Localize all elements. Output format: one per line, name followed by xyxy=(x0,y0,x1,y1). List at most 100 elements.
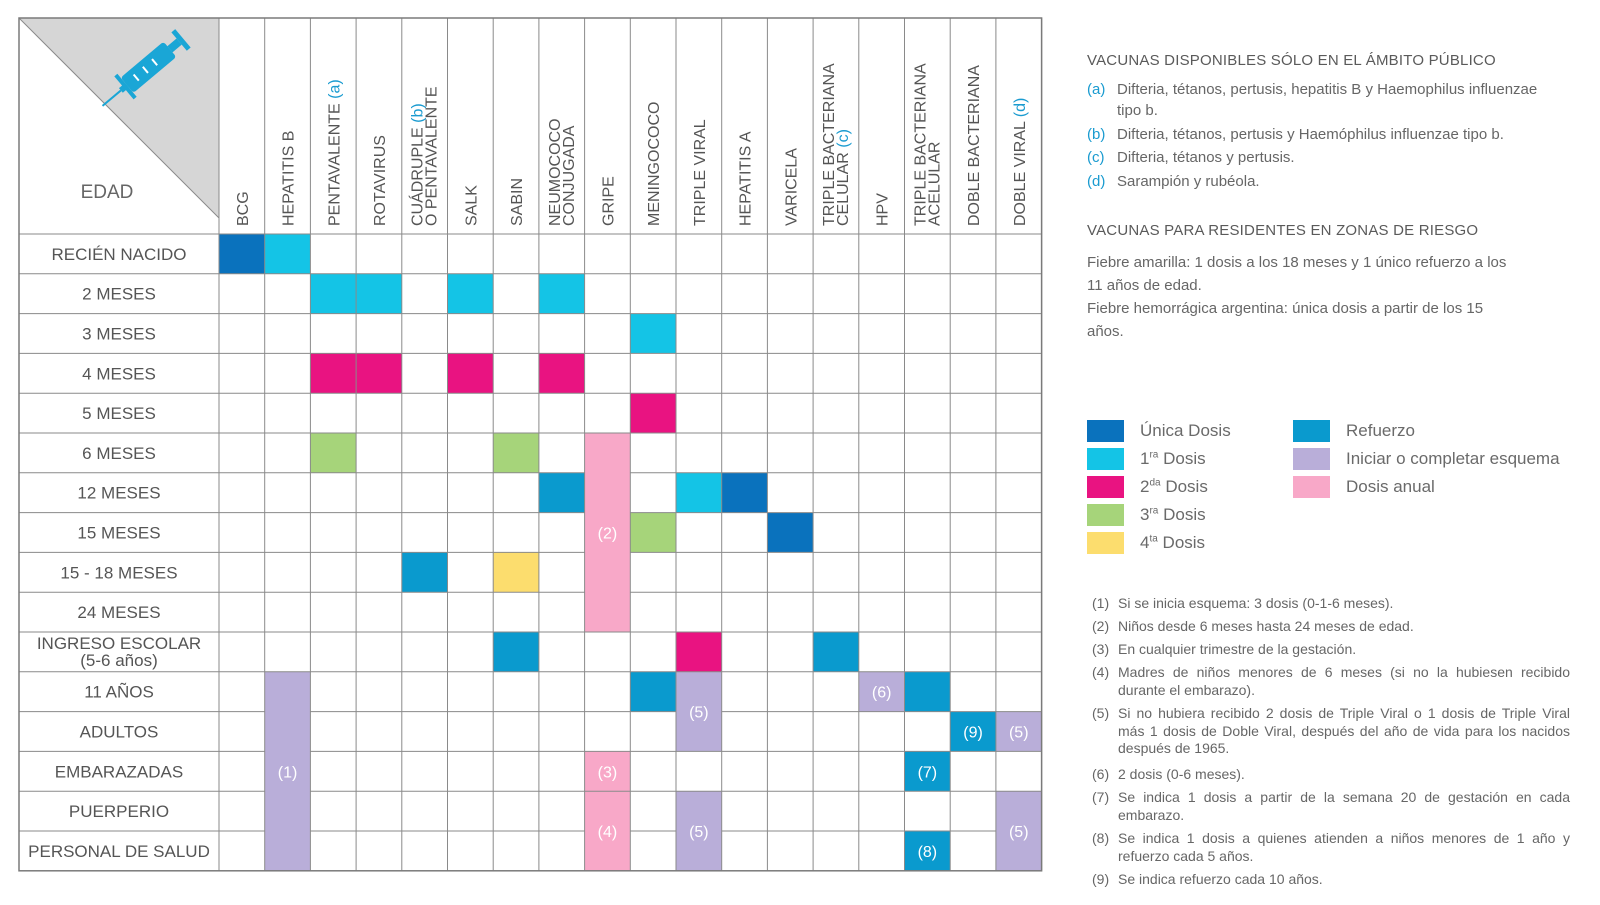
public-note-a: (a) Difteria, tétanos, pertusis, hepatiti… xyxy=(1087,79,1547,121)
public-vaccines-title: VACUNAS DISPONIBLES SÓLO EN EL ÁMBITO PÚ… xyxy=(1087,52,1496,69)
dose-cell xyxy=(904,671,951,712)
note-text: Difteria, tétanos, pertusis, hepatitis B… xyxy=(1117,81,1538,119)
dose-cell xyxy=(447,273,494,314)
footnote-number: (4) xyxy=(1092,664,1110,680)
column-header: HPV xyxy=(875,193,892,226)
column-header: HEPATITIS B xyxy=(281,131,298,226)
row-label: 12 MESES xyxy=(77,484,160,503)
cell-note: (5) xyxy=(1009,824,1029,841)
column-header: TRIPLE BACTERIANACELULAR (c) xyxy=(821,63,852,226)
header-tag: (a) xyxy=(326,79,343,99)
legend-swatch xyxy=(1293,448,1330,470)
legend-swatch xyxy=(1087,476,1124,498)
footnote-text: Si no hubiera recibido 2 dosis de Triple… xyxy=(1118,705,1570,756)
cell-note: (7) xyxy=(918,764,938,781)
syringe-part xyxy=(171,29,191,51)
dose-cell xyxy=(904,831,951,871)
dose-cell xyxy=(447,353,494,394)
syringe-part xyxy=(167,38,182,53)
note-text: Difteria, tétanos, pertusis y Haemóphilu… xyxy=(1117,126,1504,143)
row-label: ADULTOS xyxy=(80,723,159,742)
column-header: MENINGOCOCO xyxy=(646,102,663,226)
column-header: TRIPLE VIRAL xyxy=(692,119,709,226)
dose-cell xyxy=(401,552,448,593)
public-note-b: (b) Difteria, tétanos, pertusis y Haemóph… xyxy=(1087,124,1547,145)
corner-diagonal xyxy=(18,17,220,219)
footnote-text: Madres de niños menores de 6 meses (si n… xyxy=(1118,664,1570,698)
column-header: HEPATITIS A xyxy=(738,131,755,226)
cell-note: (5) xyxy=(689,705,709,722)
header-text: DOBLE BACTERIANA xyxy=(966,65,983,226)
footnote-number: (9) xyxy=(1092,871,1110,887)
header-text: HEPATITIS A xyxy=(738,131,755,226)
footnote-number: (3) xyxy=(1092,641,1110,657)
vaccination-calendar-table: EDAD (2) (1) (5) (6) (9) (5) (3) (7) (4) (5) (5) (8)… xyxy=(18,17,1043,872)
legend-label: Iniciar o completar esquema xyxy=(1346,449,1560,468)
column-header: DOBLE BACTERIANA xyxy=(966,65,983,226)
legend-4ta-dosis: 4ta Dosis xyxy=(1087,531,1205,555)
dose-cell xyxy=(310,353,357,394)
header-text: SALK xyxy=(463,185,480,226)
legend-sup: da xyxy=(1149,477,1161,489)
note-tag: (c) xyxy=(1087,149,1105,166)
header-tag: (d) xyxy=(1012,98,1029,118)
dose-cell xyxy=(356,273,402,314)
legend-tail: Dosis xyxy=(1158,505,1206,524)
syringe-tick xyxy=(142,66,149,74)
header-text-line2: CELULAR xyxy=(835,148,852,226)
dose-cell xyxy=(584,791,631,871)
syringe-part xyxy=(121,42,176,92)
header-text: TRIPLE BACTERIANA xyxy=(821,63,838,226)
column-header: PENTAVALENTE (a) xyxy=(326,79,343,226)
dose-cell xyxy=(904,751,951,792)
header-text: HEPATITIS B xyxy=(281,131,298,226)
footnote-text: Si se inicia esquema: 3 dosis (0-1-6 mes… xyxy=(1118,595,1394,611)
dose-cell xyxy=(538,273,585,314)
public-note-d: (d) Sarampión y rubéola. xyxy=(1087,171,1547,192)
risk-vaccines-title: VACUNAS PARA RESIDENTES EN ZONAS DE RIES… xyxy=(1087,222,1479,239)
legend-num: 3 xyxy=(1140,505,1150,524)
header-text: CUÁDRUPLE xyxy=(408,123,427,226)
dose-cell xyxy=(264,671,311,871)
row-label: 3 MESES xyxy=(82,325,156,344)
footnote-number: (6) xyxy=(1092,766,1110,782)
legend-label: Refuerzo xyxy=(1346,421,1415,440)
dose-cell xyxy=(950,711,996,752)
header-text: TRIPLE BACTERIANA xyxy=(912,63,929,226)
legend-swatch xyxy=(1293,420,1330,442)
legend-label: 2da Dosis xyxy=(1140,477,1208,497)
dose-cell xyxy=(310,273,357,314)
legend-num: 4 xyxy=(1140,533,1150,552)
header-text: NEUMOCOCO xyxy=(547,118,564,226)
dose-cell xyxy=(767,512,814,553)
column-header: BCG xyxy=(235,191,252,226)
legend-sup: ta xyxy=(1149,533,1158,545)
legend-tail: Dosis xyxy=(1158,449,1206,468)
legend-3ra-dosis: 3ra Dosis xyxy=(1087,503,1206,527)
column-header: SABIN xyxy=(509,178,526,226)
syringe-part xyxy=(101,89,122,107)
footnote-text: Se indica refuerzo cada 10 años. xyxy=(1118,871,1323,887)
row-label: EMBARAZADAS xyxy=(55,762,183,781)
dose-cell xyxy=(858,671,905,712)
legend-iniciar-esquema: Iniciar o completar esquema xyxy=(1293,447,1560,471)
cell-note: (5) xyxy=(1009,725,1029,742)
dose-cell xyxy=(676,472,722,513)
legend-2da-dosis: 2da Dosis xyxy=(1087,475,1208,499)
table-border xyxy=(18,17,1043,872)
legend-unica-dosis: Única Dosis xyxy=(1087,419,1231,443)
footnote-text: En cualquier trimestre de la gestación. xyxy=(1118,641,1357,657)
footnote-text: Se indica 1 dosis a quienes atienden a n… xyxy=(1118,830,1570,864)
footnote-text: Se indica 1 dosis a partir de la semana … xyxy=(1118,789,1570,823)
footnote-number: (8) xyxy=(1092,830,1110,846)
public-note-c: (c) Difteria, tétanos y pertusis. xyxy=(1087,147,1547,168)
syringe-tick xyxy=(151,58,158,66)
dose-cell xyxy=(584,433,631,632)
legend-swatch xyxy=(1293,476,1330,498)
legend-label: Única Dosis xyxy=(1140,421,1231,440)
dose-cell xyxy=(264,234,311,274)
header-tag: (c) xyxy=(835,129,852,148)
header-text: PENTAVALENTE xyxy=(326,99,343,226)
dose-cell xyxy=(995,711,1042,752)
note-tag: (b) xyxy=(1087,126,1106,143)
